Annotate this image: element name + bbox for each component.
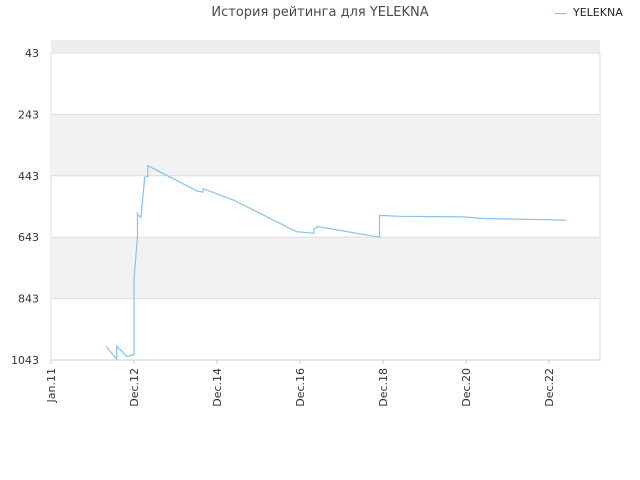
y-tick-label: 243 [18, 108, 39, 121]
legend-swatch [555, 12, 567, 14]
y-tick-label: 1043 [11, 354, 39, 367]
x-tick-label: Dec.20 [460, 368, 473, 407]
x-tick-label: Dec.14 [211, 368, 224, 407]
y-tick-label: 43 [25, 47, 39, 60]
x-tick-label: Dec.18 [377, 368, 390, 407]
plot-area [50, 52, 601, 361]
grid-band [51, 114, 600, 176]
y-tick-label: 843 [18, 293, 39, 306]
series-line [105, 165, 567, 361]
chart-title: История рейтинга для YELEKNA [211, 5, 429, 20]
x-tick-label: Dec.16 [294, 368, 307, 407]
legend-label: YELEKNA [573, 6, 623, 19]
y-tick-label: 643 [18, 231, 39, 244]
x-tick-label: Dec.12 [128, 368, 141, 407]
x-tick-label: Dec.22 [543, 368, 556, 407]
y-tick-label: 443 [18, 170, 39, 183]
x-tick-label: Jan.11 [45, 368, 58, 403]
plot-header-band [51, 40, 600, 53]
grid-band [51, 237, 600, 299]
legend[interactable]: YELEKNA [555, 6, 623, 19]
